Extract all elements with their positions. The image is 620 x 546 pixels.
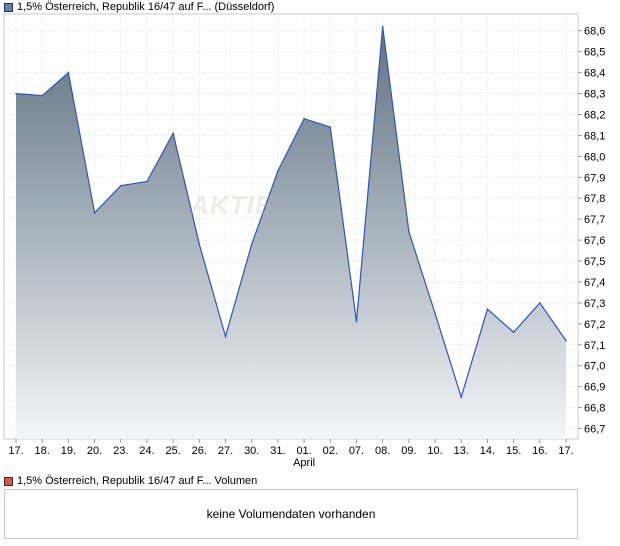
data-point [460, 396, 463, 398]
series-area-fill [16, 26, 566, 440]
data-point [41, 94, 43, 97]
y-tick-label: 68,2 [584, 109, 605, 121]
x-tick-label: 18. [35, 445, 50, 457]
data-point [355, 320, 358, 323]
y-tick-label: 67,3 [584, 298, 605, 310]
x-tick-label: 31. [270, 445, 285, 457]
x-tick-label: 08. [375, 445, 390, 457]
x-axis-ticks: 17. 18. 19. 20. 23. 24. 25. 26. 27. 30. 31. 01.Apri… [8, 439, 574, 469]
y-tick-label: 68,3 [584, 89, 605, 101]
data-point [486, 308, 489, 311]
data-point [408, 230, 410, 233]
y-tick-label: 67,5 [584, 256, 605, 268]
legend-volume-swatch [4, 476, 13, 486]
data-point [539, 302, 541, 304]
x-tick-label: 09. [401, 445, 416, 457]
legend-volume: 1,5% Österreich, Republik 16/47 auf F...… [4, 474, 257, 488]
data-point [512, 331, 515, 334]
volume-empty-message: keine Volumendaten vorhanden [206, 507, 376, 521]
y-tick-label: 67,7 [584, 214, 605, 226]
x-tick-label: 25. [165, 445, 180, 457]
x-tick-label: 20. [87, 445, 102, 457]
legend-main: 1,5% Österreich, Republik 16/47 auf F...… [4, 0, 274, 14]
y-tick-label: 66,8 [584, 403, 605, 415]
y-tick-label: 68,0 [584, 151, 605, 163]
x-tick-label: 07. [349, 445, 364, 457]
x-tick-label: 23. [113, 445, 128, 457]
x-month-label: April [293, 457, 315, 469]
legend-main-label: 1,5% Österreich, Republik 16/47 auf F...… [17, 1, 275, 13]
x-tick-label: 14. [480, 445, 495, 457]
data-point [277, 170, 279, 172]
x-tick-label: 13. [454, 445, 469, 457]
data-point [67, 71, 70, 74]
y-tick-label: 66,9 [584, 382, 605, 394]
x-tick-label: 02. [323, 445, 338, 457]
x-tick-label: 27. [218, 445, 233, 457]
watermark: AKTIE [190, 190, 273, 220]
data-point [172, 132, 174, 135]
x-tick-label: 17. [8, 445, 23, 457]
x-tick-label: 17. [558, 445, 573, 457]
volume-panel: keine Volumendaten vorhanden [4, 489, 578, 539]
data-point [434, 312, 436, 315]
y-tick-label: 67,8 [584, 193, 605, 205]
data-point [224, 335, 227, 338]
y-tick-label: 68,5 [584, 47, 605, 59]
y-tick-label: 67,2 [584, 319, 605, 331]
x-tick-label: 30. [244, 445, 259, 457]
x-tick-label: 01. [296, 445, 311, 457]
x-tick-label: 15. [506, 445, 521, 457]
data-point [119, 184, 122, 187]
data-point [93, 212, 96, 214]
series-line [15, 26, 567, 400]
y-tick-label: 66,7 [584, 424, 605, 436]
y-tick-label: 67,1 [584, 340, 605, 352]
y-tick-label: 68,4 [584, 68, 605, 80]
data-point [381, 25, 384, 28]
data-point [198, 243, 201, 246]
legend-volume-label: 1,5% Österreich, Republik 16/47 auf F...… [17, 475, 258, 487]
x-tick-label: 24. [139, 445, 154, 457]
x-tick-label: 10. [427, 445, 442, 457]
data-point [250, 243, 253, 246]
legend-main-swatch [4, 2, 13, 12]
y-tick-label: 67,4 [584, 277, 605, 289]
y-tick-label: 68,1 [584, 130, 605, 142]
y-axis-ticks: 68,6 68,5 68,4 68,3 68,2 68,1 68,0 67,9 67,8 67,7… [578, 26, 605, 436]
x-tick-label: 26. [192, 445, 207, 457]
y-tick-label: 67,9 [584, 172, 605, 184]
price-chart: 68,6 68,5 68,4 68,3 68,2 68,1 68,0 67,9 67,8 67,7… [3, 13, 605, 469]
x-tick-label: 19. [61, 445, 76, 457]
y-tick-label: 67,6 [584, 235, 605, 247]
series-area [15, 25, 567, 440]
data-point [15, 92, 17, 95]
data-point [329, 126, 332, 128]
y-tick-label: 68,6 [584, 26, 605, 38]
y-tick-label: 67,0 [584, 361, 605, 373]
x-tick-label: 16. [532, 445, 547, 457]
data-point [565, 339, 567, 342]
data-point [303, 117, 305, 120]
data-point [146, 180, 148, 183]
